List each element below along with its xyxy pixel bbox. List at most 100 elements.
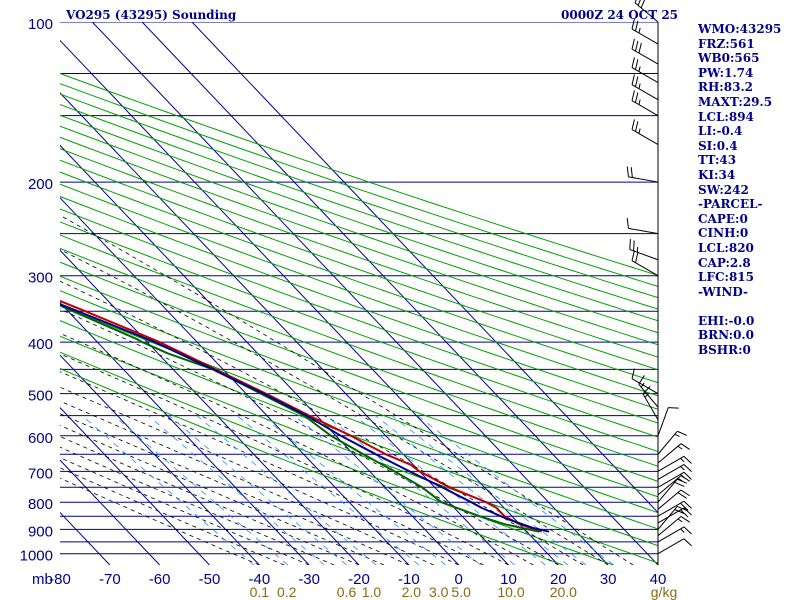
dry-adiabat-line: [60, 195, 658, 410]
index-tt: TT:43: [698, 153, 737, 168]
wind-barb-shaft: [657, 455, 685, 472]
wind-barb-flag: [634, 121, 639, 132]
mixing-ratio-line: [81, 415, 255, 565]
wind-barb-half-flag: [677, 445, 683, 450]
moist-adiabat-line: [60, 353, 509, 565]
wind-barb-half-flag: [638, 83, 641, 89]
wind-barb-shaft: [631, 129, 659, 145]
pressure-tick-label: 100: [28, 16, 53, 33]
wind-barb-shaft: [642, 393, 659, 421]
wind-barb-flag: [642, 385, 651, 395]
moist-adiabat-line: [60, 371, 484, 565]
wind-barb-shaft: [657, 500, 685, 517]
temperature-tick-label: 20: [550, 571, 567, 588]
index-ki: KI:34: [698, 167, 736, 182]
temperature-tick-label: -80: [49, 571, 71, 588]
mixing-ratio-line: [236, 415, 420, 565]
dry-adiabat-line: [60, 136, 658, 346]
temperature-tick-label: 40: [650, 571, 667, 588]
wind-barb-shaft: [657, 516, 682, 537]
blank-row: [698, 299, 798, 314]
wind-barb-flag: [680, 489, 690, 497]
wind-barb-half-flag: [680, 528, 685, 533]
wind-barb-flag: [631, 38, 635, 50]
wind-barb-flag: [680, 516, 690, 523]
wind-barb: [634, 0, 659, 23]
isotherm-line: [60, 39, 559, 565]
wind-barb-flag: [631, 57, 635, 68]
wind-barb-flag: [677, 430, 688, 436]
mixing-ratio-label: 20.0: [550, 584, 577, 600]
wind-barb-shaft: [628, 176, 659, 183]
wind-barb-flag: [680, 502, 689, 511]
wind-barb-flag: [631, 250, 635, 261]
wind-barb: [626, 166, 659, 183]
index-cap: CAP:2.8: [698, 255, 751, 270]
wind-barb-flag: [633, 240, 635, 251]
temperature-tick-label: 30: [600, 571, 617, 588]
mixing-ratio-label: 0.2: [277, 584, 297, 600]
dry-adiabat-line: [60, 114, 658, 322]
wind-barb: [657, 443, 690, 464]
wind-barb: [657, 516, 690, 537]
index-pw: PW:1.74: [698, 65, 754, 80]
wind-barb-flag: [626, 166, 629, 177]
isotherm-line: [60, 564, 61, 565]
pressure-tick-label: 300: [28, 270, 53, 287]
indices-panel: WMO:43295 FRZ:561 WB0:565 PW:1.74 RH:83.…: [698, 22, 798, 358]
valid-time: 0000Z 24 OCT 25: [561, 8, 679, 22]
temperature-tick-label: -50: [199, 571, 221, 588]
wind-barb-half-flag: [677, 477, 683, 482]
moist-adiabat-line: [60, 308, 559, 565]
wind-barb-flag: [630, 167, 633, 178]
dry-adiabat-line: [60, 234, 658, 453]
wind-barb: [631, 57, 659, 84]
dry-adiabat-line: [60, 304, 658, 530]
wind-barb-shaft: [657, 478, 678, 503]
index-si: SI:0.4: [698, 138, 738, 153]
wind-barb-shaft: [631, 48, 659, 65]
wind-barb-flag: [634, 92, 639, 103]
isotherm-line: [60, 301, 310, 565]
wind-barb-flag: [674, 509, 685, 515]
wind-barb-shaft: [634, 2, 659, 23]
wind-barb-half-flag: [680, 458, 685, 463]
wind-barb: [657, 507, 692, 524]
wind-barb-shaft: [631, 378, 659, 395]
temperature-tick-label: 0: [454, 571, 462, 588]
dry-adiabat-line: [60, 72, 658, 276]
index-parcel-lcl: LCL:820: [698, 240, 754, 255]
isotherm-line: [141, 22, 658, 565]
mixing-ratio-line: [325, 415, 515, 565]
mixing-ratio-label: 2.0: [402, 584, 422, 600]
wind-barb-shaft: [638, 383, 659, 408]
mixing-ratio-lines: [81, 415, 614, 565]
index-lfc: LFC:815: [698, 270, 754, 285]
temperature-tick-label: -10: [398, 571, 420, 588]
index-frz: FRZ:561: [698, 36, 755, 51]
wind-barb-flag: [683, 507, 692, 516]
moist-adiabat-line: [60, 413, 409, 565]
wind-barb-half-flag: [677, 518, 683, 523]
temperature-tick-label: -60: [149, 571, 171, 588]
pressure-tick-label: 900: [28, 523, 53, 540]
wind-barb-shaft: [657, 430, 678, 455]
temperature-tick-label: -70: [99, 571, 121, 588]
wind-barb-shaft: [657, 526, 685, 543]
mixing-ratio-line: [294, 415, 481, 565]
dry-adiabat-line: [60, 171, 658, 384]
wind-barb-flag: [680, 509, 689, 518]
mixing-ratio-line: [113, 415, 289, 565]
mixing-ratio-line: [169, 415, 347, 565]
wind-barb: [631, 74, 659, 101]
dry-adiabat-line: [60, 221, 658, 438]
index-maxt: MAXT:29.5: [698, 94, 773, 109]
wind-barb-shaft: [657, 507, 685, 524]
dry-adiabat-line: [60, 103, 658, 310]
wind-barb-flag: [634, 0, 637, 3]
temperature-line: [60, 299, 542, 533]
mixing-ratio-label: 5.0: [451, 584, 471, 600]
wind-barb-flag: [683, 500, 692, 509]
wind-barb-half-flag: [680, 466, 685, 471]
isotherm-line: [60, 144, 460, 565]
